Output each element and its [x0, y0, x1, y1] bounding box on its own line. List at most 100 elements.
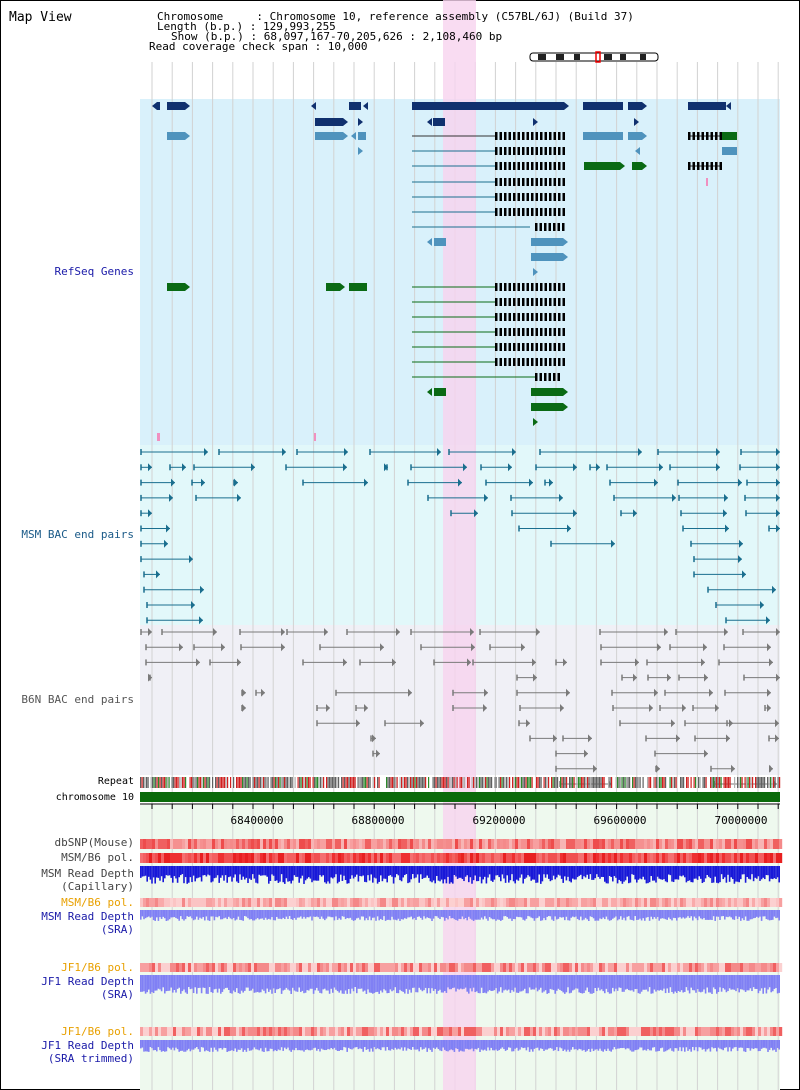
- repeat-element: [212, 777, 214, 788]
- repeat-element: [437, 777, 439, 788]
- depth-bar: [511, 866, 513, 875]
- gene-exon: [531, 283, 534, 291]
- depth-bar: [253, 910, 256, 921]
- gene-exon: [562, 147, 565, 155]
- heat-cell: [536, 963, 540, 972]
- heat-cell: [365, 963, 369, 972]
- depth-bar: [458, 975, 460, 990]
- heat-cell: [749, 898, 753, 907]
- heat-cell: [398, 963, 402, 972]
- depth-bar: [194, 975, 196, 988]
- heat-cell: [746, 839, 750, 849]
- depth-bar: [533, 866, 536, 880]
- gene-exon: [544, 328, 547, 336]
- depth-bar: [463, 1040, 465, 1052]
- depth-bar: [613, 1040, 616, 1048]
- gene-exon: [531, 238, 563, 246]
- depth-bar: [549, 975, 552, 989]
- heat-cell: [233, 853, 237, 863]
- depth-bar: [738, 866, 740, 883]
- track-label-msm-pol-sra[interactable]: MSM/B6 pol.: [61, 896, 134, 909]
- heat-cell: [761, 898, 765, 907]
- heat-cell: [431, 839, 435, 849]
- depth-bar: [237, 975, 240, 994]
- depth-bar: [621, 910, 624, 920]
- track-label-refseq-genes[interactable]: RefSeq Genes: [54, 265, 134, 278]
- depth-bar: [252, 910, 254, 921]
- depth-bar: [365, 1040, 368, 1050]
- heat-cell: [656, 898, 660, 907]
- gene-exon: [540, 162, 543, 170]
- heat-cell: [290, 898, 294, 907]
- depth-bar: [141, 1040, 144, 1048]
- heat-cell: [710, 853, 714, 863]
- depth-bar: [599, 975, 601, 991]
- heat-cell: [596, 839, 600, 849]
- gene-exon: [513, 298, 516, 306]
- heat-cell: [614, 853, 618, 863]
- heat-cell: [194, 1027, 198, 1036]
- heat-cell: [215, 963, 219, 972]
- heat-cell: [584, 1027, 588, 1036]
- track-label-jf1-pol-trimmed[interactable]: JF1/B6 pol.: [61, 1025, 134, 1038]
- track-label-jf1-depth-sra[interactable]: JF1 Read Depth: [41, 975, 134, 988]
- heat-cell: [338, 853, 342, 863]
- gene-exon: [715, 162, 718, 170]
- track-label-jf1-pol-sra[interactable]: JF1/B6 pol.: [61, 961, 134, 974]
- heat-cell: [473, 898, 477, 907]
- depth-bar: [768, 910, 771, 921]
- track-label-jf1-depth-trimmed[interactable]: JF1 Read Depth: [41, 1039, 134, 1052]
- heat-cell: [413, 1027, 417, 1036]
- depth-bar: [383, 1040, 385, 1048]
- track-label-msm-depth-capillary[interactable]: MSM Read Depth: [41, 867, 134, 880]
- depth-bar: [397, 1040, 400, 1049]
- depth-bar: [487, 975, 489, 992]
- heat-cell: [239, 963, 243, 972]
- depth-bar: [580, 910, 582, 917]
- repeat-element: [582, 777, 584, 788]
- heat-cell: [161, 898, 165, 907]
- heat-cell: [605, 963, 609, 972]
- depth-bar: [276, 1040, 278, 1052]
- depth-bar: [296, 975, 299, 992]
- repeat-element: [779, 777, 781, 788]
- track-label-msm-bac[interactable]: MSM BAC end pairs: [21, 528, 134, 541]
- depth-bar: [340, 866, 342, 875]
- depth-bar: [543, 975, 545, 992]
- heat-cell: [482, 853, 486, 863]
- depth-bar: [141, 910, 144, 917]
- track-label-dbsnp[interactable]: dbSNP(Mouse): [54, 836, 134, 849]
- depth-bar: [732, 866, 734, 880]
- depth-bar: [448, 975, 451, 990]
- heat-cell: [542, 963, 546, 972]
- bac-end: [182, 463, 186, 472]
- depth-bar: [560, 975, 563, 991]
- depth-bar: [512, 910, 515, 919]
- depth-bar: [616, 1040, 619, 1049]
- heat-cell: [266, 963, 270, 972]
- track-label-msm-depth-sra[interactable]: MSM Read Depth: [41, 910, 134, 923]
- depth-bar: [442, 910, 444, 918]
- depth-bar: [248, 866, 251, 879]
- depth-bar: [519, 866, 521, 878]
- heat-cell: [548, 898, 552, 907]
- depth-bar: [317, 975, 320, 991]
- depth-bar: [751, 866, 753, 875]
- depth-bar: [743, 975, 745, 991]
- heat-cell: [719, 1027, 723, 1036]
- depth-bar: [410, 866, 412, 880]
- heat-cell: [395, 1027, 399, 1036]
- depth-bar: [704, 910, 707, 920]
- heat-cell: [656, 853, 660, 863]
- repeat-element: [260, 777, 262, 788]
- depth-bar: [285, 1040, 288, 1050]
- track-label-b6n-bac[interactable]: B6N BAC end pairs: [21, 693, 134, 706]
- heat-cell: [746, 1027, 750, 1036]
- heat-cell: [752, 853, 756, 863]
- depth-bar: [192, 866, 195, 876]
- track-label-msm-pol-capillary[interactable]: MSM/B6 pol.: [61, 851, 134, 864]
- depth-bar: [461, 975, 464, 990]
- heat-cell: [278, 839, 282, 849]
- depth-bar: [260, 866, 262, 876]
